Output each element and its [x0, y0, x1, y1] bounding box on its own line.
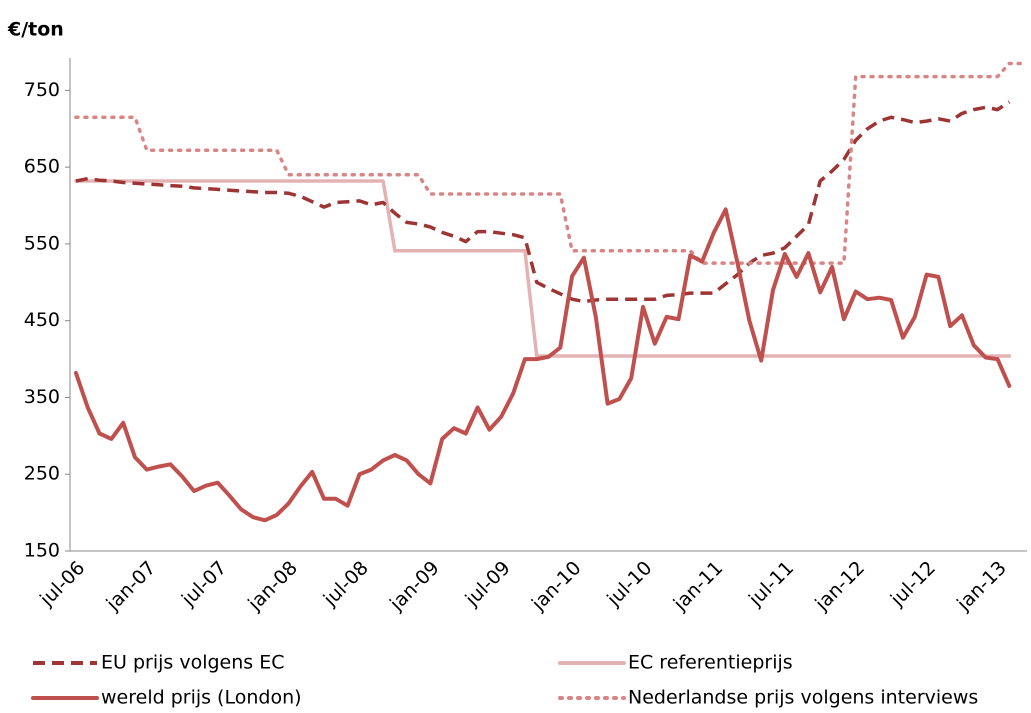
y-tick-label: 750: [24, 79, 60, 101]
x-tick-label: jul-07: [177, 557, 231, 611]
legend-label: EC referentieprijs: [628, 652, 793, 674]
series-line: [73, 207, 1012, 523]
y-tick-label: 650: [24, 156, 60, 178]
series-line: [74, 179, 1012, 358]
x-tick-label: jul-11: [744, 557, 798, 611]
series-line: [74, 61, 1023, 265]
y-tick-label: 350: [24, 386, 60, 408]
x-tick-label: jan-12: [810, 557, 869, 616]
legend-label: Nederlandse prijs volgens interviews: [628, 687, 978, 709]
x-tick-label: jul-10: [602, 557, 656, 611]
legend-label: wereld prijs (London): [101, 687, 302, 709]
x-tick-label: jan-08: [243, 557, 302, 616]
y-tick-label: 550: [24, 232, 60, 254]
y-tick-label: 150: [24, 540, 60, 562]
x-tick-label: jan-13: [952, 557, 1011, 616]
legend-label: EU prijs volgens EC: [101, 652, 284, 674]
y-tick-label: 450: [24, 309, 60, 331]
x-tick-label: jan-10: [527, 557, 586, 616]
x-tick-label: jul-12: [886, 557, 940, 611]
x-tick-label: jan-07: [102, 557, 161, 616]
x-tick-label: jan-11: [669, 557, 728, 616]
y-axis-title: €/ton: [7, 19, 64, 41]
series-line: [75, 100, 1011, 304]
x-tick-label: jan-09: [385, 557, 444, 616]
x-tick-label: jul-09: [460, 557, 514, 611]
y-tick-label: 250: [24, 463, 60, 485]
x-tick-label: jul-06: [35, 557, 89, 611]
x-tick-label: jul-08: [319, 557, 373, 611]
